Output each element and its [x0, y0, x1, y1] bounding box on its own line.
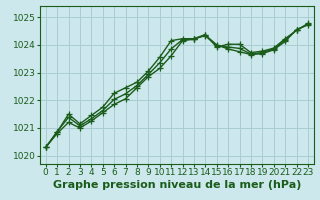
- X-axis label: Graphe pression niveau de la mer (hPa): Graphe pression niveau de la mer (hPa): [52, 180, 301, 190]
